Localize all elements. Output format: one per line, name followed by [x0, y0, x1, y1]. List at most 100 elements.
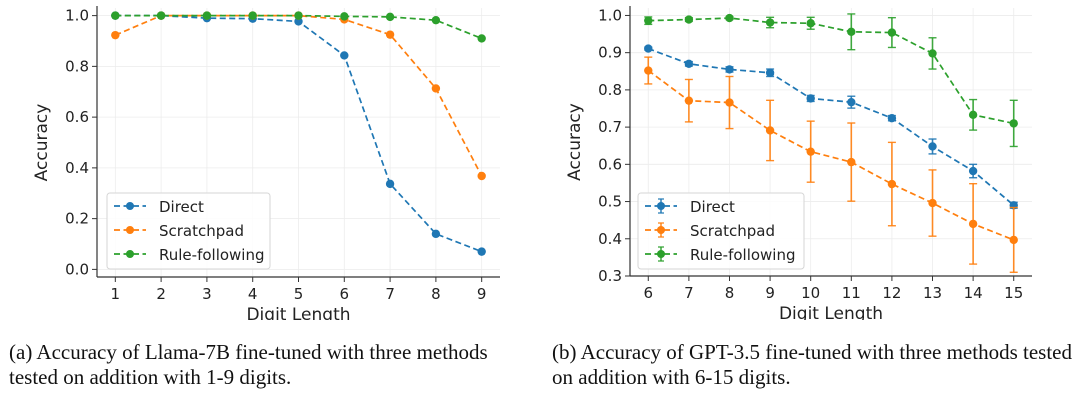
series-line: [114, 14, 483, 177]
chart-a: 1 2 3 4 5 6 7 8 9 0.0 0.2 0.4 0.6 0.8 1.0 Digit Length A…: [32, 6, 500, 325]
x-tick-label: 2: [156, 285, 166, 303]
data-point: [847, 157, 856, 167]
data-point: [477, 171, 486, 181]
data-point: [111, 30, 120, 40]
legend-item: Rule-following: [114, 246, 265, 264]
x-tick-label: 8: [431, 285, 441, 303]
y-tick-label: 0.8: [65, 57, 89, 75]
data-point: [725, 13, 734, 23]
legend-marker: [657, 226, 665, 234]
data-point: [684, 59, 694, 69]
x-tick-label: 8: [725, 284, 735, 302]
series-rule-following: [111, 11, 486, 43]
data-point: [340, 12, 349, 21]
legend-item: Direct: [114, 198, 204, 216]
series-line: [647, 47, 1015, 206]
x-tick-label: 5: [294, 285, 304, 303]
caption-a: (a) Accuracy of Llama-7B fine-tuned with…: [9, 340, 488, 389]
x-tick-label: 7: [385, 285, 395, 303]
legend-item: Direct: [645, 198, 735, 216]
legend-label: Direct: [159, 198, 204, 216]
y-tick-label: 0.0: [65, 260, 89, 278]
series-rule-following: [644, 13, 1018, 148]
y-tick-label: 0.4: [598, 230, 622, 248]
legend-label: Rule-following: [690, 246, 796, 264]
legend-label: Scratchpad: [159, 222, 244, 240]
y-tick-label: 0.8: [598, 81, 622, 99]
x-tick-label: 10: [801, 284, 820, 302]
data-point: [385, 179, 395, 189]
data-point: [1009, 119, 1018, 128]
x-tick-label: 15: [1004, 284, 1023, 302]
data-point: [928, 142, 937, 151]
data-point: [847, 27, 856, 37]
x-tick-label: 13: [923, 284, 942, 302]
x-tick-label: 3: [202, 285, 212, 303]
y-tick-label: 0.9: [598, 44, 622, 62]
data-point: [765, 18, 775, 27]
data-point: [725, 65, 734, 74]
y-tick-label: 0.5: [598, 193, 622, 211]
data-point: [248, 11, 257, 20]
data-point: [340, 51, 349, 60]
x-tick-label: 6: [340, 285, 350, 303]
data-point: [928, 198, 937, 208]
data-point: [847, 97, 856, 107]
series-line: [647, 69, 1015, 241]
data-point: [887, 179, 897, 189]
data-point: [156, 11, 166, 20]
y-axis-label: Accuracy: [565, 103, 585, 181]
legend-box: [637, 192, 805, 270]
chart-panel-b: 6 7 8 9 10 11 12 13 14 15 0.3 0.4 0.5 0.6 0.7 0.8 0.9 1.0…: [540, 0, 1080, 324]
data-point: [684, 96, 694, 105]
caption-b: (b) Accuracy of GPT-3.5 fine-tuned with …: [552, 340, 1072, 389]
data-point: [431, 15, 441, 25]
legend-label: Scratchpad: [690, 222, 775, 240]
data-point: [765, 126, 775, 135]
data-point: [477, 247, 486, 256]
legend-marker: [126, 202, 134, 210]
legend-box: [106, 192, 271, 270]
data-point: [765, 68, 775, 77]
y-tick-label: 1.0: [65, 7, 89, 25]
data-point: [684, 15, 694, 24]
legend-item: Rule-following: [645, 246, 796, 264]
x-tick-label: 12: [882, 284, 901, 302]
legend-marker: [657, 202, 665, 210]
data-point: [806, 19, 815, 28]
chart-b: 6 7 8 9 10 11 12 13 14 15 0.3 0.4 0.5 0.6 0.7 0.8 0.9 1.0…: [565, 6, 1032, 324]
data-point: [431, 84, 441, 93]
data-point: [111, 11, 120, 20]
data-point: [644, 66, 653, 75]
chart-panel-a: 1 2 3 4 5 6 7 8 9 0.0 0.2 0.4 0.6 0.8 1.0 Digit Length A…: [0, 0, 540, 325]
legend-marker: [126, 250, 134, 258]
series-scratchpad: [644, 56, 1018, 273]
y-tick-label: 0.2: [65, 210, 89, 228]
data-point: [644, 44, 653, 53]
legend-marker: [126, 226, 134, 234]
x-tick-label: 6: [643, 284, 653, 302]
y-tick-label: 0.7: [598, 118, 622, 136]
legend-item: Scratchpad: [645, 222, 775, 240]
data-point: [202, 11, 212, 20]
y-tick-label: 0.3: [598, 267, 622, 285]
data-point: [644, 16, 653, 25]
x-axis-label: Digit Length: [779, 304, 883, 320]
data-point: [294, 11, 303, 20]
data-point: [968, 219, 978, 229]
y-axis-label: Accuracy: [32, 104, 52, 182]
x-axis-label: Digit Length: [246, 305, 350, 320]
legend: Direct Scratchpad Rule-following: [637, 192, 805, 270]
x-tick-label: 14: [964, 284, 983, 302]
data-point: [431, 229, 441, 239]
series-line: [648, 17, 1014, 125]
y-tick-label: 1.0: [598, 6, 622, 24]
x-tick-label: 9: [765, 284, 775, 302]
legend-item: Scratchpad: [114, 222, 244, 240]
x-tick-label: 1: [111, 285, 121, 303]
data-point: [1009, 235, 1018, 245]
x-tick-label: 9: [477, 285, 487, 303]
data-point: [806, 147, 815, 156]
data-point: [294, 17, 303, 26]
data-point: [385, 30, 395, 39]
